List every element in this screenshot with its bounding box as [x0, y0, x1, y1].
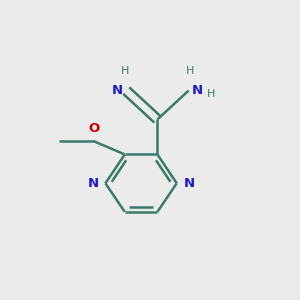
Text: N: N: [88, 177, 99, 190]
Text: H: H: [121, 66, 129, 76]
Text: H: H: [207, 88, 215, 98]
Text: H: H: [186, 66, 194, 76]
Text: N: N: [112, 84, 123, 97]
Text: N: N: [192, 84, 203, 97]
Text: N: N: [183, 177, 194, 190]
Text: O: O: [88, 122, 99, 134]
